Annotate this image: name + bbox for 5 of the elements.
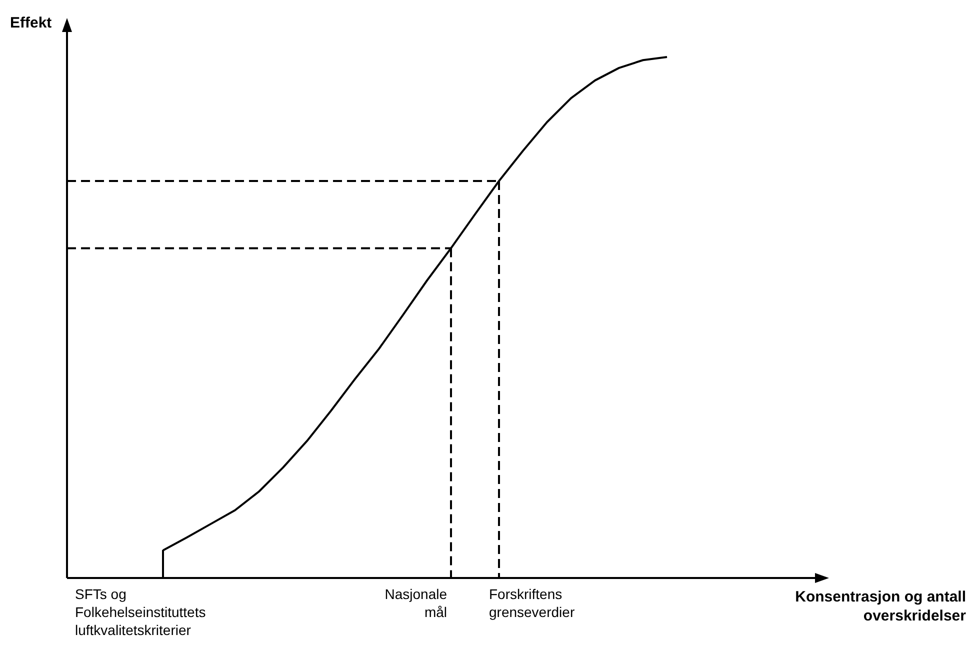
text: SFTs og Folkehelseinstituttets luftkvalitetskriterier — [75, 586, 206, 638]
text: Forskriftens grenseverdier — [489, 586, 575, 620]
y-axis-title: Effekt — [10, 14, 52, 32]
text: Nasjonale mål — [384, 586, 448, 620]
x-axis-title: Konsentrasjon og antall overskridelser — [795, 588, 966, 625]
